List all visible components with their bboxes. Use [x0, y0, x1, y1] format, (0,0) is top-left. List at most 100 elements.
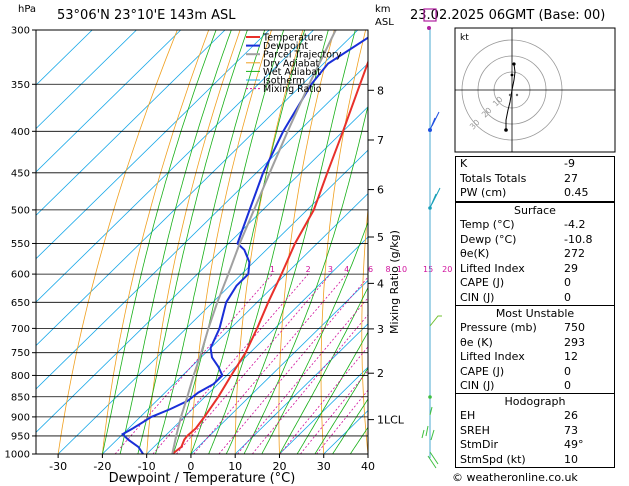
dry-adiabat-line: [320, 30, 366, 454]
mixing-ratio-label: 6: [368, 265, 373, 274]
parcel-trajectory-line: [171, 30, 337, 454]
mixing-ratio-line: [152, 273, 309, 454]
wind-barb-icon: [429, 315, 442, 327]
temperature-tick-label: 20: [272, 460, 286, 473]
hodo-row-value: 73: [564, 423, 578, 437]
legend-entry: Parcel Trajectory: [263, 50, 342, 61]
datetime-title: 23.02.2025 06GMT (Base: 00): [410, 8, 606, 23]
dewpoint-line: [121, 36, 368, 454]
hodograph-panel: Hodograph EH 26 SREH 73 StmDir 49° StmSpd (…: [455, 393, 615, 468]
pressure-tick-label: 400: [11, 127, 30, 138]
km-tick-label: 6: [377, 184, 384, 197]
pressure-tick-label: 550: [11, 239, 30, 250]
wind-barb-icon: [429, 406, 433, 416]
mixing-ratio-label: 2: [306, 265, 311, 274]
pressure-tick-label: 650: [11, 298, 30, 309]
legend-entry: Temperature: [262, 33, 323, 44]
pressure-tick-label: 750: [11, 348, 30, 359]
unstable-row-label: Lifted Index: [460, 350, 525, 364]
isotherm-line: [57, 149, 368, 454]
legend-entry: Dry Adiabat: [263, 58, 320, 69]
temperature-tick-label: 0: [187, 460, 194, 473]
wet-adiabat-line: [314, 367, 368, 454]
hodograph: kt 10 20 30: [454, 27, 616, 153]
surface-row-label: CIN (J): [460, 290, 495, 304]
location-title: 53°06'N 23°10'E 143m ASL: [57, 8, 236, 23]
isotherm-line: [146, 236, 368, 454]
legend-entry: Isotherm: [263, 76, 305, 87]
isotherm-line: [279, 366, 368, 454]
unstable-row-label: CAPE (J): [460, 364, 505, 378]
surface-title: Surface: [514, 204, 556, 217]
isotherm-line: [36, 30, 137, 130]
km-tick-label: 3: [377, 323, 384, 336]
km-tick-label: 1LCL: [377, 414, 405, 427]
isotherm-line: [190, 279, 368, 454]
wet-adiabat-line: [332, 398, 368, 454]
km-tick-label: 4: [377, 277, 384, 290]
wind-barb-icon: [421, 425, 435, 441]
temperature-tick-label: 40: [361, 460, 375, 473]
pressure-tick-label: 950: [11, 431, 30, 442]
pressure-tick-label: 350: [11, 80, 30, 91]
wind-barb-column: [421, 8, 442, 469]
wind-barb-icon: [429, 111, 440, 131]
wet-adiabat-line: [296, 331, 368, 454]
temperature-line: [171, 59, 368, 454]
temperature-tick-label: -30: [49, 460, 67, 473]
unstable-row-label: θe (K): [460, 335, 493, 349]
pressure-tick-label: 900: [11, 412, 30, 423]
mixing-ratio-label: 4: [344, 265, 349, 274]
hodo-row-label: EH: [460, 409, 476, 422]
surface-row-value: 29: [564, 261, 578, 275]
isotherm-line: [36, 106, 368, 433]
pressure-tick-label: 450: [11, 168, 30, 179]
indices-panel: K -9 Totals Totals 27 PW (cm) 0.45: [455, 156, 615, 202]
wind-barb-icon: [429, 187, 441, 209]
isotherm-line: [36, 30, 182, 173]
mixing-ratio-label: 20: [442, 265, 452, 274]
pw-value: 0.45: [564, 186, 589, 200]
hodo-row-value: 49°: [564, 438, 584, 452]
legend-entry: Mixing Ratio: [263, 84, 322, 95]
temperature-tick-label: 30: [317, 460, 331, 473]
hodo-row-label: StmSpd (kt): [460, 452, 526, 466]
most-unstable-panel: Most Unstable Pressure (mb) 750 θe (K) 293…: [455, 305, 615, 394]
hodo-row-value: 10: [564, 452, 578, 466]
mixing-ratio-line: [251, 314, 368, 454]
wet-adiabat-line: [119, 30, 232, 454]
hodo-row-label: SREH: [460, 423, 490, 437]
hodograph-kt-label: kt: [460, 33, 469, 43]
x-axis-label: Dewpoint / Temperature (°C): [109, 471, 296, 486]
surface-row-label: Temp (°C): [460, 218, 515, 231]
unstable-row-value: 12: [564, 350, 578, 364]
wind-barb-icon: [423, 8, 437, 22]
totals-label: Totals Totals: [460, 171, 527, 185]
unstable-row-label: CIN (J): [460, 379, 495, 393]
legend-entry: Wet Adiabat: [263, 67, 321, 78]
pressure-tick-label: 500: [11, 205, 30, 216]
dry-adiabat-line: [57, 30, 178, 454]
km-tick-label: 2: [377, 367, 384, 380]
surface-row-label: CAPE (J): [460, 276, 505, 290]
mixing-ratio-label: 15: [423, 265, 433, 274]
surface-row-value: -10.8: [564, 232, 593, 246]
hpa-label: hPa: [18, 4, 37, 15]
hodograph-title: Hodograph: [504, 395, 566, 408]
surface-row-value: 0: [564, 290, 571, 304]
temperature-tick-label: -10: [138, 460, 156, 473]
unstable-title: Most Unstable: [495, 307, 575, 320]
dry-adiabat-line: [616, 30, 629, 454]
mixing-ratio-label: 10: [397, 265, 407, 274]
hodo-row-value: 26: [564, 409, 578, 422]
pressure-tick-label: 850: [11, 392, 30, 403]
surface-row-value: 0: [564, 276, 571, 290]
mixing-ratio-label: 3: [328, 265, 333, 274]
credit-link[interactable]: © weatheronline.co.uk: [452, 471, 578, 484]
temperature-tick-label: 10: [228, 460, 242, 473]
pressure-tick-label: 300: [11, 26, 30, 37]
km-tick-label: 5: [377, 231, 384, 244]
km-tick-label: 8: [377, 84, 384, 97]
unstable-row-value: 0: [564, 364, 571, 378]
